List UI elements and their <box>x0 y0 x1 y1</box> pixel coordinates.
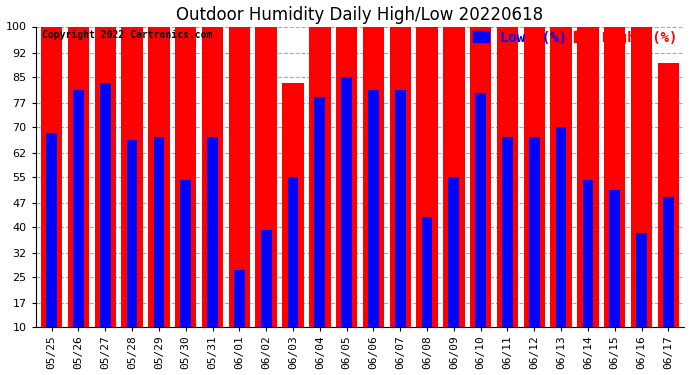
Bar <box>255 0 277 327</box>
Bar <box>422 217 433 327</box>
Bar <box>234 270 245 327</box>
Bar <box>41 0 62 327</box>
Bar <box>68 0 89 327</box>
Bar <box>309 0 331 327</box>
Bar <box>207 136 218 327</box>
Bar <box>658 63 679 327</box>
Bar <box>443 0 464 327</box>
Bar <box>368 90 379 327</box>
Bar <box>529 136 540 327</box>
Bar <box>604 0 625 327</box>
Bar <box>288 177 298 327</box>
Bar <box>636 233 647 327</box>
Bar <box>154 136 164 327</box>
Bar <box>631 0 652 327</box>
Bar <box>180 180 191 327</box>
Bar <box>663 196 673 327</box>
Bar <box>315 96 325 327</box>
Bar <box>551 0 572 327</box>
Bar <box>609 190 620 327</box>
Bar <box>228 0 250 327</box>
Bar <box>390 0 411 327</box>
Legend: Low  (%), High  (%): Low (%), High (%) <box>473 30 678 45</box>
Bar <box>448 177 460 327</box>
Bar <box>502 136 513 327</box>
Bar <box>201 0 224 327</box>
Bar <box>121 0 143 327</box>
Title: Outdoor Humidity Daily High/Low 20220618: Outdoor Humidity Daily High/Low 20220618 <box>177 6 544 24</box>
Bar <box>73 90 84 327</box>
Bar <box>555 126 566 327</box>
Bar <box>261 230 272 327</box>
Bar <box>363 0 384 327</box>
Bar <box>336 0 357 327</box>
Bar <box>175 0 197 327</box>
Bar <box>470 0 491 327</box>
Bar <box>475 93 486 327</box>
Bar <box>578 0 599 327</box>
Bar <box>416 0 437 327</box>
Bar <box>342 76 352 327</box>
Bar <box>497 0 518 327</box>
Bar <box>100 83 110 327</box>
Bar <box>524 0 545 327</box>
Bar <box>395 90 406 327</box>
Bar <box>582 180 593 327</box>
Bar <box>127 140 137 327</box>
Bar <box>148 0 170 327</box>
Bar <box>46 133 57 327</box>
Bar <box>95 0 116 327</box>
Bar <box>282 83 304 327</box>
Text: Copyright 2022 Cartronics.com: Copyright 2022 Cartronics.com <box>42 30 213 39</box>
